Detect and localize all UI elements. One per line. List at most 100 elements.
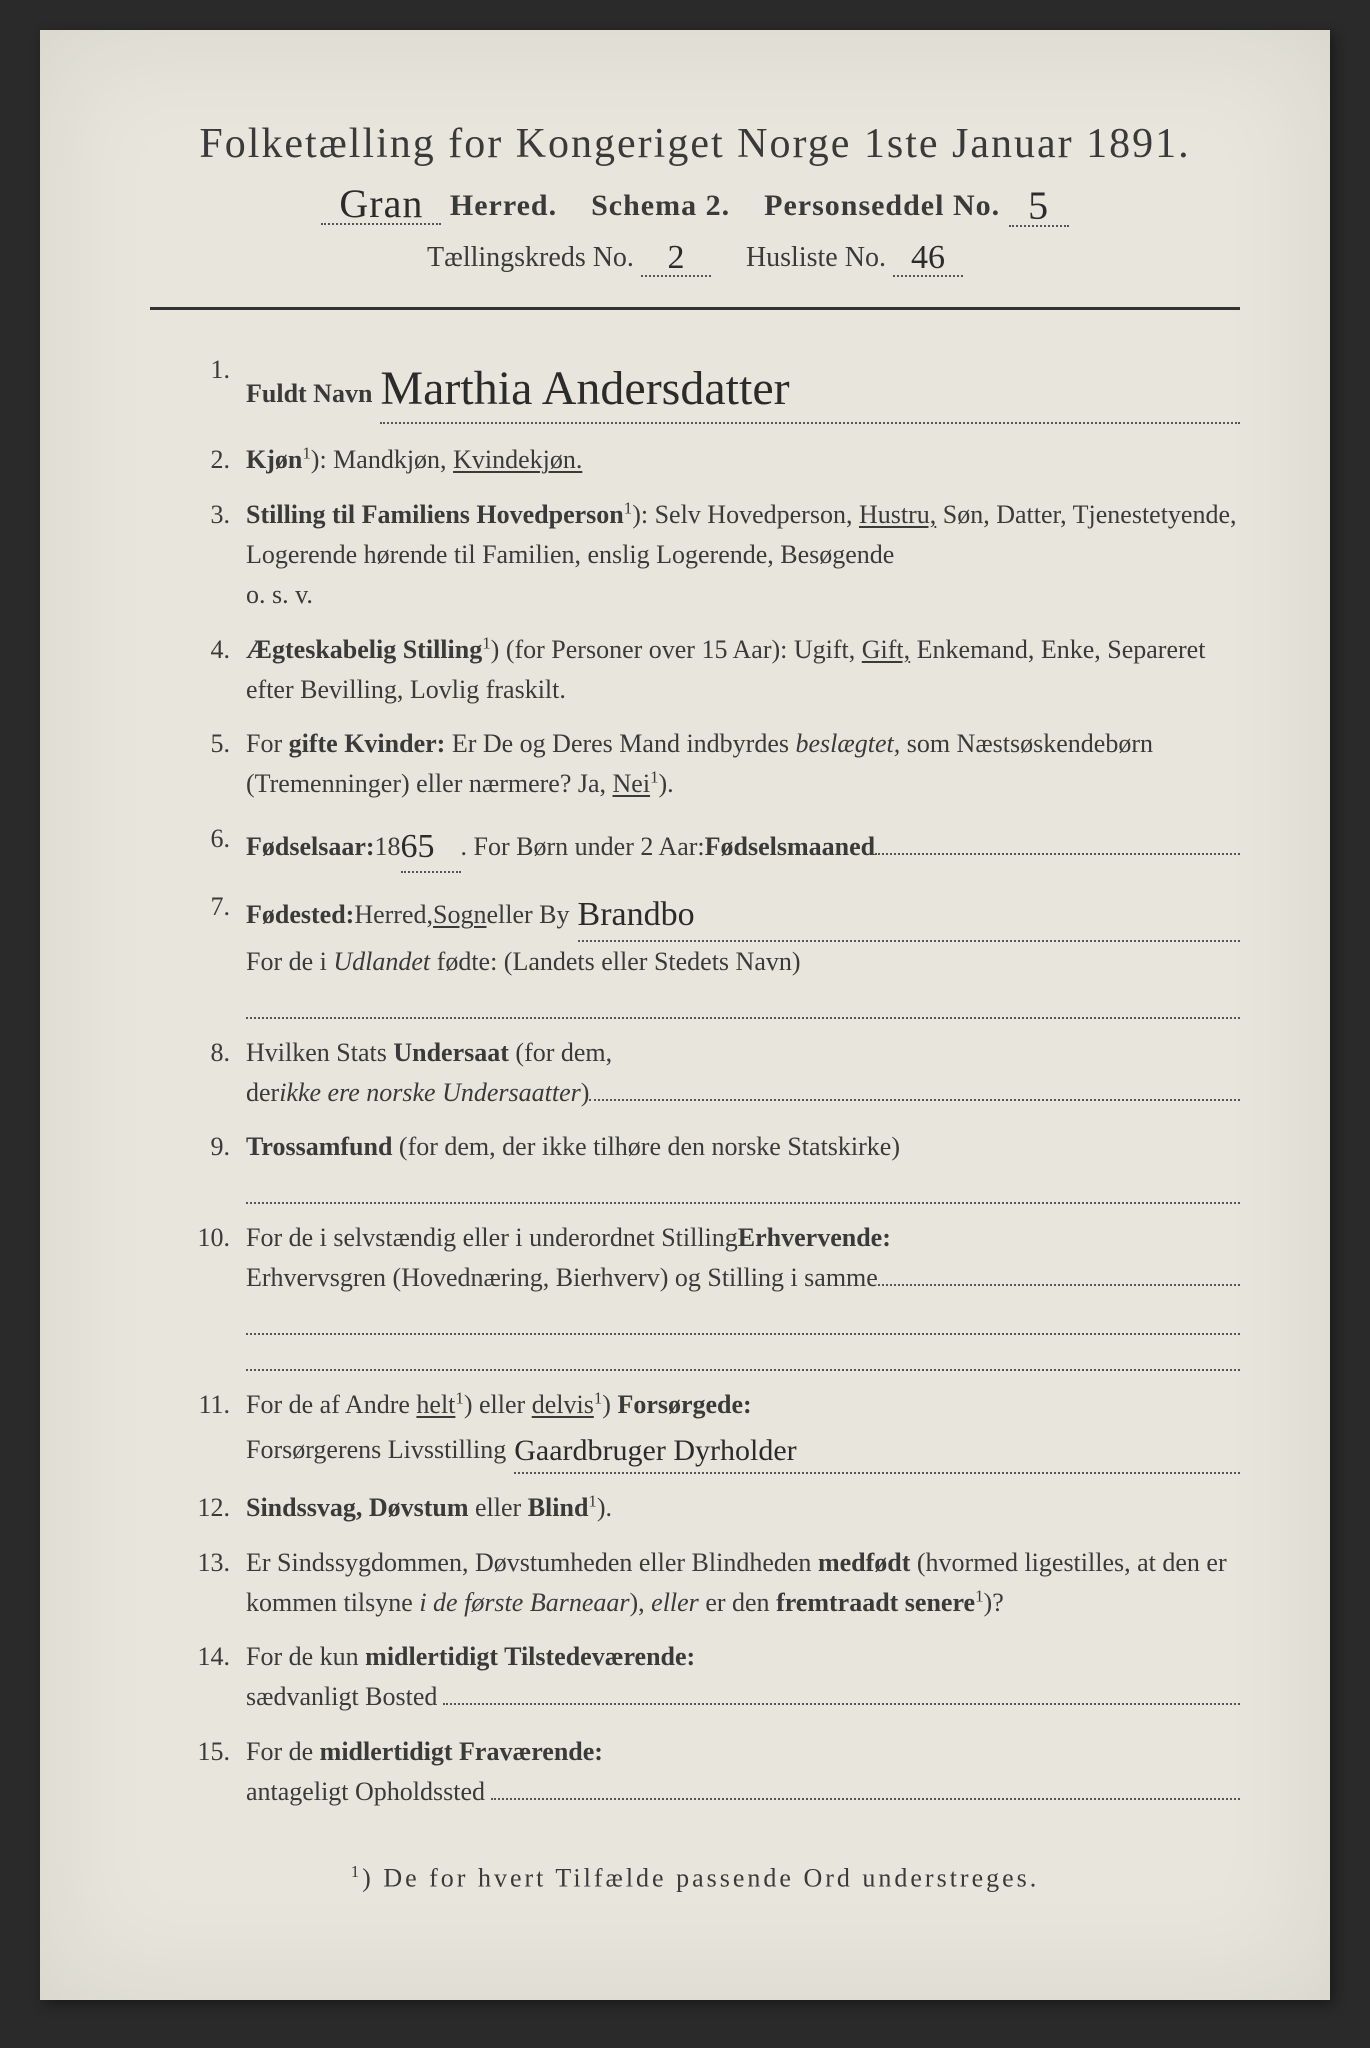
item-number: 13. [190, 1543, 246, 1624]
birthplace-rest: Herred, [354, 895, 433, 935]
footnote-ref: 1 [588, 1492, 596, 1511]
footnote-ref: 1 [482, 633, 490, 652]
supported-u2: delvis [532, 1390, 594, 1419]
relation-text-1: ): Selv Hovedperson, [632, 500, 859, 529]
birthyear-prefix: 18 [375, 827, 401, 867]
usual-residence-blank [443, 1703, 1240, 1705]
item-number: 7. [190, 887, 246, 1018]
occupation-blank-3 [246, 1335, 1240, 1371]
footnote-ref: 1 [594, 1389, 602, 1408]
birthmonth-blank [875, 853, 1240, 855]
sex-selected: Kvindekjøn. [453, 445, 582, 474]
item-number: 2. [190, 440, 246, 480]
occupation-blank-1 [878, 1284, 1240, 1286]
footnote-text: ) De for hvert Tilfælde passende Ord und… [362, 1864, 1039, 1893]
schema-label: Schema 2. [591, 189, 730, 222]
probable-residence-blank [491, 1798, 1240, 1800]
item-number: 6. [190, 819, 246, 874]
birthyear-value: 65 [401, 821, 435, 874]
item-5: 5. For gifte Kvinder: Er De og Deres Man… [190, 724, 1240, 805]
fullname-label: Fuldt Navn [246, 374, 372, 414]
married-women-selected: Nei [613, 769, 651, 798]
husliste-label: Husliste No. [746, 242, 886, 273]
item-number: 10. [190, 1218, 246, 1371]
item-6: 6. Fødselsaar: 1865. For Børn under 2 Aa… [190, 819, 1240, 874]
herred-value: Gran [339, 180, 423, 227]
t14-a: For de kun [246, 1642, 365, 1671]
relation-etc: o. s. v. [246, 575, 1240, 615]
q13-bold2: fremtraadt senere [776, 1588, 975, 1617]
footnote-ref: 1 [650, 768, 658, 787]
item-13: 13. Er Sindssygdommen, Døvstumheden elle… [190, 1543, 1240, 1624]
item-number: 9. [190, 1127, 246, 1204]
herred-label: Herred. [450, 189, 557, 222]
item-15: 15. For de midlertidigt Fraværende: anta… [190, 1732, 1240, 1813]
item-number: 12. [190, 1488, 246, 1528]
q13-a: Er Sindssygdommen, Døvstumheden eller Bl… [246, 1548, 818, 1577]
marital-selected: Gift, [862, 635, 910, 664]
citizenship-line2-b: ) [581, 1073, 590, 1113]
supporter-occupation-value: Gaardbruger Dyrholder [514, 1428, 796, 1475]
supported-pre: For de af Andre [246, 1390, 416, 1419]
husliste-no: 46 [911, 239, 945, 277]
fullname-value: Marthia Andersdatter [380, 352, 789, 426]
occupation-label: Erhvervende: [738, 1218, 891, 1258]
kreds-no: 2 [667, 239, 684, 277]
item-number: 8. [190, 1033, 246, 1114]
footnote: 1) De for hvert Tilfælde passende Ord un… [130, 1862, 1260, 1894]
sex-label: Kjøn [246, 445, 302, 474]
footnote-ref: 1 [624, 498, 632, 517]
sex-options: ): Mandkjøn, [311, 445, 453, 474]
birthplace-abroad-2: fødte: (Landets eller Stedets Navn) [430, 947, 800, 976]
supported-end: ) [602, 1390, 617, 1419]
q13-d: er den [699, 1588, 776, 1617]
married-women-pre: For [246, 729, 289, 758]
disability-label: Sindssvag, Døvstum [246, 1493, 469, 1522]
occupation-blank-2 [246, 1299, 1240, 1335]
item-8: 8. Hvilken Stats Undersaat (for dem, der… [190, 1033, 1240, 1114]
item-number: 4. [190, 630, 246, 711]
birthmonth-label: Fødselsmaaned [705, 827, 875, 867]
marital-text-1: ) (for Personer over 15 Aar): Ugift, [491, 635, 862, 664]
birthplace-abroad-ital: Udlandet [333, 947, 430, 976]
supporter-occupation-label: Forsørgerens Livsstilling [246, 1430, 506, 1470]
married-women-end: ). [659, 769, 674, 798]
item-number: 3. [190, 495, 246, 616]
relation-selected: Hustru, [859, 500, 936, 529]
occupation-pre: For de i selvstændig eller i underordnet… [246, 1218, 738, 1258]
q13-c: ), [629, 1588, 651, 1617]
citizenship-line2-a: der [246, 1073, 279, 1113]
birthplace-label: Fødested: [246, 895, 354, 935]
birthplace-underlined: Sogn [433, 895, 486, 935]
item-7: 7. Fødested: Herred, Sogn eller By Brand… [190, 887, 1240, 1018]
relation-label: Stilling til Familiens Hovedperson [246, 500, 624, 529]
t14-b: sædvanligt Bosted [246, 1677, 437, 1717]
citizenship-rest: (for dem, [509, 1038, 612, 1067]
item-4: 4. Ægteskabelig Stilling1) (for Personer… [190, 630, 1240, 711]
t15-bold: midlertidigt Fraværende: [320, 1737, 603, 1766]
married-women-text-1: Er De og Deres Mand indbyrdes [445, 729, 795, 758]
item-number: 5. [190, 724, 246, 805]
item-number: 15. [190, 1732, 246, 1813]
q13-bold: medfødt [818, 1548, 910, 1577]
citizenship-blank [589, 1099, 1240, 1101]
page-title: Folketælling for Kongeriget Norge 1ste J… [130, 120, 1260, 168]
married-women-label: gifte Kvinder: [289, 729, 446, 758]
birthplace-rest-2: eller By [486, 895, 569, 935]
supported-u1: helt [416, 1390, 455, 1419]
birthplace-blank-line [246, 982, 1240, 1018]
item-1: 1. Fuldt Navn Marthia Andersdatter [190, 350, 1240, 426]
supported-mid: ) eller [464, 1390, 532, 1419]
marital-label: Ægteskabelig Stilling [246, 635, 482, 664]
item-9: 9. Trossamfund (for dem, der ikke tilhør… [190, 1127, 1240, 1204]
occupation-rest: Erhvervsgren (Hovednæring, Bierhverv) og… [246, 1258, 878, 1298]
citizenship-label: Undersaat [393, 1038, 509, 1067]
item-number: 14. [190, 1637, 246, 1718]
footnote-marker: 1 [351, 1862, 362, 1881]
religion-blank [246, 1168, 1240, 1204]
t15-a: For de [246, 1737, 320, 1766]
form-items: 1. Fuldt Navn Marthia Andersdatter 2. Kj… [130, 350, 1260, 1812]
birthyear-rest: . For Børn under 2 Aar: [461, 827, 705, 867]
disability-end: ). [597, 1493, 612, 1522]
item-number: 11. [190, 1385, 246, 1474]
